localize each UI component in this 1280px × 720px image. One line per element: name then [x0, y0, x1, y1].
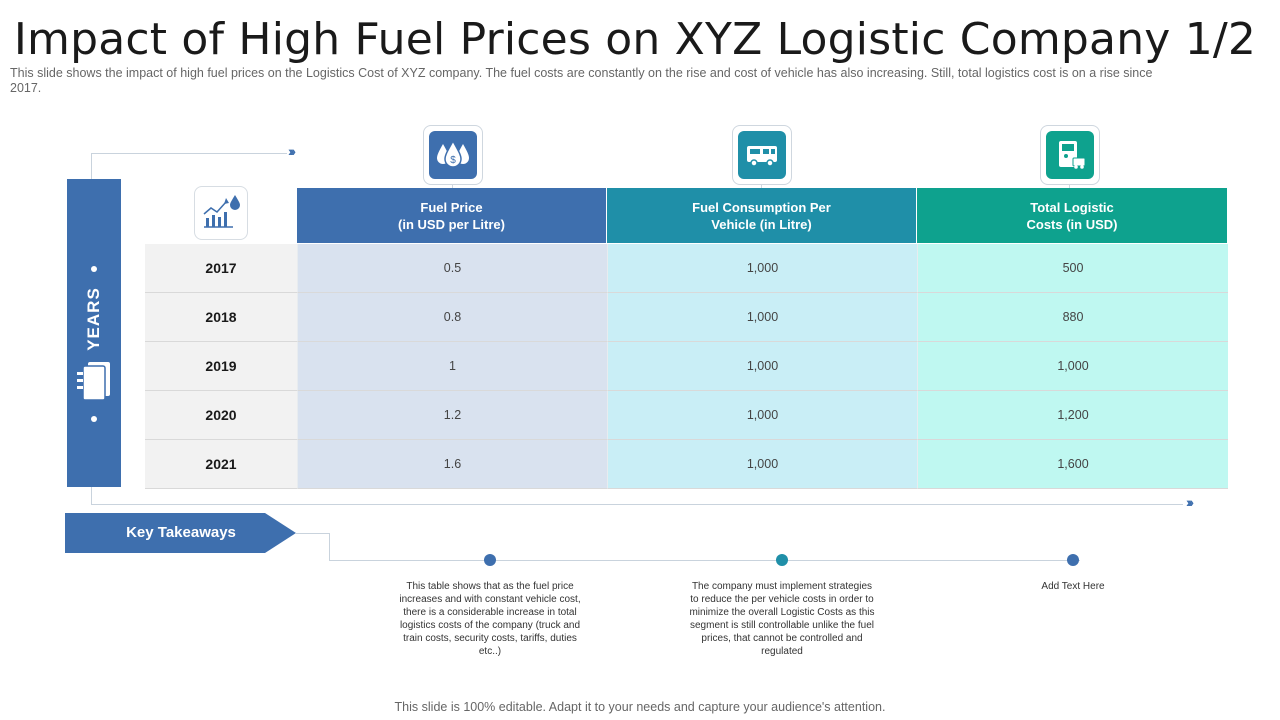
takeaway-timeline [329, 560, 1080, 561]
page-title: Impact of High Fuel Prices on XYZ Logist… [13, 14, 1257, 65]
svg-text:$: $ [450, 155, 456, 166]
slide-description: This slide shows the impact of high fuel… [10, 66, 1153, 95]
year-cell: 2020 [145, 391, 297, 440]
takeaway-dot-1 [484, 554, 496, 566]
total-cost-cell: 1,200 [917, 391, 1228, 440]
fuel-price-icon-box: $ [423, 125, 483, 189]
header-fuel-consumption: Fuel Consumption Per Vehicle (in Litre) [607, 188, 916, 243]
top-connector-horizontal [91, 153, 287, 154]
header-total-logistic-costs: Total Logistic Costs (in USD) [917, 188, 1227, 243]
takeaway-connector-2 [329, 533, 330, 560]
total-cost-cell: 880 [917, 293, 1228, 342]
fuel-consumption-cell: 1,000 [607, 391, 917, 440]
fuel-price-cell: 1.6 [297, 440, 607, 489]
total-cost-cell: 500 [917, 244, 1228, 293]
fuel-price-cell: 0.8 [297, 293, 607, 342]
top-chevrons: ››› [288, 143, 296, 159]
year-cell: 2019 [145, 342, 297, 391]
fuel-price-cell: 1 [297, 342, 607, 391]
header-fuel-price: Fuel Price (in USD per Litre) [297, 188, 606, 243]
top-connector-vertical [91, 153, 92, 179]
total-cost-cell: 1,000 [917, 342, 1228, 391]
total-cost-cell: 1,600 [917, 440, 1228, 489]
takeaway-text-1: This table shows that as the fuel price … [399, 581, 581, 657]
key-takeaways-label: Key Takeaways [126, 524, 236, 541]
truck-icon-box [732, 125, 792, 189]
takeaway-text-2: The company must implement strategies to… [689, 581, 875, 657]
takeaway-text-3: Add Text Here [1041, 581, 1105, 592]
years-sidebar [67, 179, 121, 487]
fuel-consumption-cell: 1,000 [607, 244, 917, 293]
years-top-dot [91, 266, 97, 272]
fuel-price-cell: 1.2 [297, 391, 607, 440]
years-label: YEARS [84, 287, 104, 351]
trend-chart-icon [194, 186, 248, 240]
footer-note: This slide is 100% editable. Adapt it to… [394, 700, 886, 714]
fuel-pump-icon-box [1040, 125, 1100, 189]
calendar-icon [75, 356, 115, 407]
bottom-chevrons: ››› [1186, 494, 1194, 510]
takeaway-dot-2 [776, 554, 788, 566]
years-bottom-dot [91, 416, 97, 422]
takeaway-connector-1 [296, 533, 329, 534]
fuel-consumption-cell: 1,000 [607, 293, 917, 342]
fuel-consumption-cell: 1,000 [607, 440, 917, 489]
fuel-price-cell: 0.5 [297, 244, 607, 293]
takeaway-dot-3 [1067, 554, 1079, 566]
fuel-pump-icon [1046, 131, 1094, 179]
year-cell: 2018 [145, 293, 297, 342]
key-takeaways-banner: Key Takeaways [65, 513, 296, 553]
fuel-price-icon: $ [429, 131, 477, 179]
year-cell: 2017 [145, 244, 297, 293]
bottom-connector-vertical [91, 487, 92, 504]
truck-icon [738, 131, 786, 179]
year-cell: 2021 [145, 440, 297, 489]
bottom-connector-horizontal [91, 504, 1183, 505]
fuel-consumption-cell: 1,000 [607, 342, 917, 391]
